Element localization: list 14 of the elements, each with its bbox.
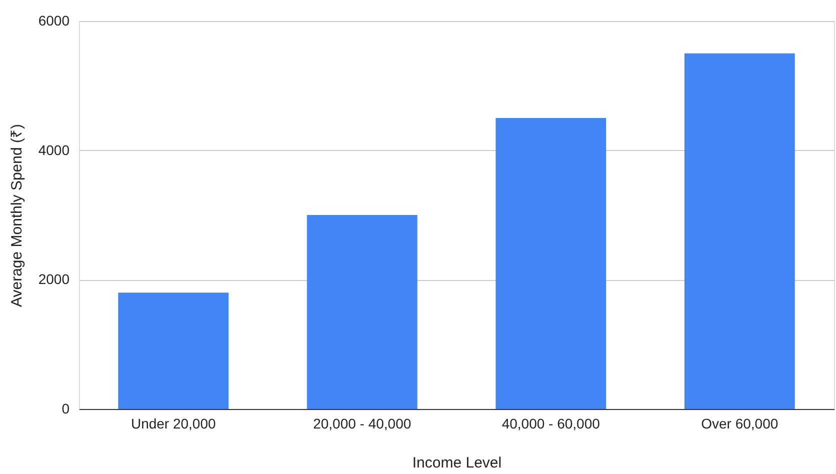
x-tick-label: 40,000 - 60,000 [502, 416, 600, 432]
bar [684, 53, 795, 409]
x-axis-title: Income Level [412, 454, 502, 472]
y-tick-label: 6000 [38, 12, 70, 28]
y-tick-label: 0 [62, 400, 70, 416]
y-axis-title: Average Monthly Spend (₹) [8, 124, 26, 307]
x-tick-label: 20,000 - 40,000 [313, 416, 412, 432]
bar [496, 118, 606, 409]
y-tick-label: 2000 [38, 271, 70, 288]
x-tick-label: Under 20,000 [130, 416, 216, 432]
y-tick-label: 4000 [38, 142, 70, 158]
x-tick-label: Over 60,000 [701, 416, 778, 432]
bar [306, 215, 418, 409]
bar [118, 292, 229, 409]
